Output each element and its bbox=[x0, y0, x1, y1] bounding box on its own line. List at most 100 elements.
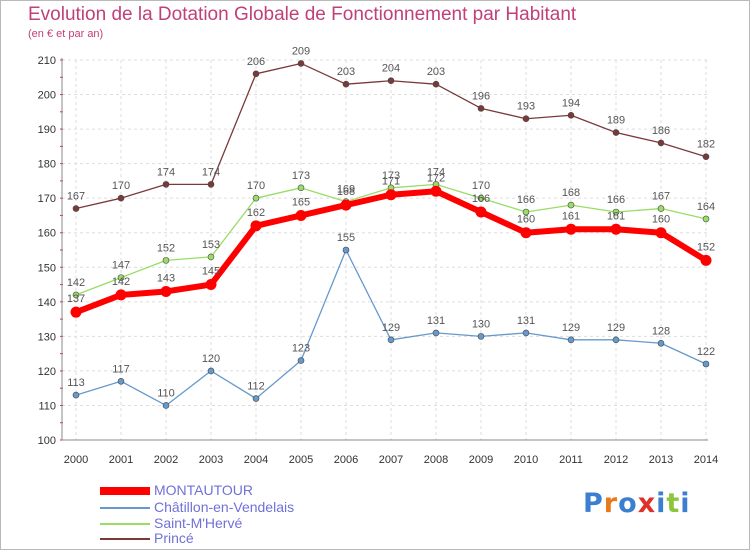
plot-area bbox=[62, 60, 708, 440]
x-tick-label: 2005 bbox=[289, 454, 313, 466]
proxiti-logo: Proxiti bbox=[583, 488, 691, 519]
data-point bbox=[522, 329, 530, 337]
data-label: 131 bbox=[427, 315, 445, 327]
data-point bbox=[205, 279, 217, 291]
data-point bbox=[522, 115, 530, 123]
data-label: 206 bbox=[247, 56, 265, 68]
legend-swatch bbox=[100, 538, 150, 540]
data-label: 160 bbox=[517, 214, 535, 226]
data-point bbox=[522, 208, 530, 216]
logo-letter: t bbox=[666, 488, 681, 519]
y-tick-label: 120 bbox=[38, 366, 56, 378]
data-label: 129 bbox=[607, 322, 625, 334]
data-point bbox=[117, 377, 125, 385]
data-label: 129 bbox=[382, 322, 400, 334]
y-tick-label: 170 bbox=[38, 193, 56, 205]
x-tick-label: 2013 bbox=[649, 454, 673, 466]
data-point bbox=[342, 80, 350, 88]
data-point bbox=[657, 339, 665, 347]
data-label: 196 bbox=[472, 90, 490, 102]
data-label: 166 bbox=[517, 194, 535, 206]
data-label: 155 bbox=[337, 232, 355, 244]
legend-swatch bbox=[100, 487, 150, 495]
data-point bbox=[612, 336, 620, 344]
data-point bbox=[162, 181, 170, 188]
data-label: 128 bbox=[652, 325, 670, 337]
data-point bbox=[477, 333, 485, 340]
data-point bbox=[342, 246, 350, 254]
data-point bbox=[387, 336, 395, 344]
legend-label: Châtillon-en-Vendelais bbox=[154, 499, 295, 515]
x-tick-label: 2002 bbox=[154, 454, 178, 466]
data-point bbox=[702, 360, 710, 368]
data-label: 174 bbox=[427, 166, 445, 178]
data-point bbox=[115, 289, 127, 301]
data-label: 203 bbox=[427, 66, 445, 78]
y-tick-label: 190 bbox=[38, 124, 56, 136]
data-point bbox=[70, 306, 82, 318]
data-label: 170 bbox=[472, 180, 490, 192]
data-point bbox=[162, 257, 170, 264]
data-label: 120 bbox=[202, 353, 220, 365]
data-point bbox=[160, 285, 172, 297]
data-point bbox=[657, 139, 665, 147]
data-point bbox=[297, 60, 305, 67]
x-tick-label: 2012 bbox=[604, 454, 628, 466]
data-label: 168 bbox=[337, 186, 355, 198]
data-point bbox=[657, 205, 665, 212]
data-point bbox=[432, 80, 440, 88]
data-point bbox=[477, 105, 485, 112]
x-tick-label: 2007 bbox=[379, 454, 403, 466]
data-label: 189 bbox=[607, 115, 625, 127]
data-label: 130 bbox=[472, 318, 490, 330]
data-label: 170 bbox=[247, 180, 265, 192]
data-label: 143 bbox=[157, 272, 175, 284]
data-label: 161 bbox=[562, 210, 580, 222]
data-label: 164 bbox=[697, 201, 715, 213]
data-label: 167 bbox=[67, 191, 85, 203]
data-point bbox=[297, 184, 305, 192]
logo-letter: P bbox=[583, 488, 604, 519]
data-point bbox=[72, 291, 80, 299]
axes: 100 110 120 130 140 150 160 170 180 190 200 210 2000… bbox=[38, 55, 719, 466]
data-label: 112 bbox=[247, 381, 265, 393]
data-point bbox=[702, 153, 710, 161]
chart-title: Evolution de la Dotation Globale de Fonc… bbox=[28, 4, 577, 25]
data-point bbox=[72, 391, 80, 399]
data-point bbox=[612, 129, 620, 136]
data-label: 166 bbox=[472, 193, 490, 205]
data-point bbox=[207, 181, 215, 188]
data-label: 174 bbox=[202, 166, 220, 178]
data-point bbox=[207, 367, 215, 375]
data-point bbox=[475, 206, 487, 218]
x-tick-label: 2001 bbox=[109, 454, 133, 466]
data-label: 142 bbox=[112, 276, 130, 288]
data-label: 145 bbox=[202, 266, 220, 278]
data-label: 110 bbox=[157, 387, 175, 399]
data-label: 162 bbox=[247, 207, 265, 219]
data-label: 152 bbox=[157, 242, 175, 254]
data-label: 172 bbox=[427, 172, 445, 184]
y-tick-label: 160 bbox=[38, 228, 56, 240]
x-tick-label: 2003 bbox=[199, 454, 223, 466]
data-label: 173 bbox=[382, 170, 400, 182]
data-label: 165 bbox=[292, 196, 310, 208]
x-tick-label: 2014 bbox=[694, 454, 718, 466]
data-label: 186 bbox=[652, 125, 670, 137]
data-label: 203 bbox=[337, 66, 355, 78]
data-point bbox=[567, 111, 575, 119]
data-point bbox=[612, 208, 620, 216]
legend-swatch bbox=[100, 523, 150, 525]
y-tick-label: 110 bbox=[38, 400, 56, 412]
data-point bbox=[432, 329, 440, 337]
data-point bbox=[610, 223, 622, 235]
x-tick-label: 2006 bbox=[334, 454, 358, 466]
legend-label: Princé bbox=[154, 530, 194, 546]
data-point bbox=[297, 357, 305, 364]
data-label: 153 bbox=[202, 239, 220, 251]
data-point bbox=[655, 227, 667, 239]
y-tick-label: 180 bbox=[38, 159, 56, 171]
data-point bbox=[252, 194, 260, 202]
y-tick-label: 200 bbox=[38, 90, 56, 102]
data-point bbox=[117, 274, 125, 281]
